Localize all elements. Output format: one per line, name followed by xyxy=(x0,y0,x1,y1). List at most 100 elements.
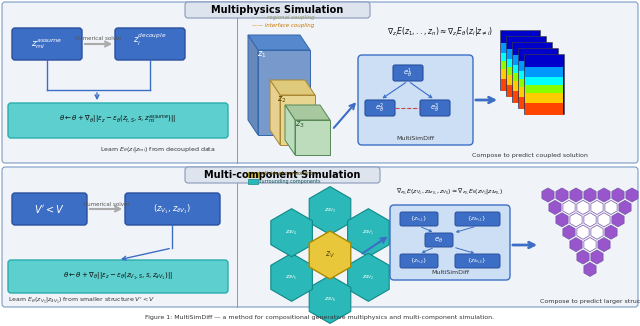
Polygon shape xyxy=(248,35,258,135)
Bar xyxy=(501,43,539,53)
Text: $z_V$: $z_V$ xyxy=(325,250,335,260)
Bar xyxy=(519,87,557,97)
Polygon shape xyxy=(556,188,568,202)
Text: $\{z_{\partial v_{i,0}}\}$: $\{z_{\partial v_{i,0}}\}$ xyxy=(467,257,487,265)
FancyBboxPatch shape xyxy=(390,205,510,280)
FancyBboxPatch shape xyxy=(12,193,87,225)
Bar xyxy=(524,54,564,114)
Text: $\nabla_{z_{V_1}} E(z_{V_1}, z_{\partial z_{V_1}}, z_{V_0}) \approx \nabla_{z_{V: $\nabla_{z_{V_1}} E(z_{V_1}, z_{\partial… xyxy=(396,186,504,198)
Polygon shape xyxy=(295,120,330,155)
Polygon shape xyxy=(598,238,610,252)
Text: $z_3$: $z_3$ xyxy=(295,120,305,130)
Bar xyxy=(248,172,258,177)
Text: MultiSimDiff: MultiSimDiff xyxy=(396,136,434,141)
Text: $z_{\partial V_2}$: $z_{\partial V_2}$ xyxy=(362,273,374,282)
Bar xyxy=(501,53,539,61)
Polygon shape xyxy=(577,250,589,264)
Polygon shape xyxy=(258,50,310,135)
Polygon shape xyxy=(285,105,330,120)
Text: $e_\theta^3$: $e_\theta^3$ xyxy=(430,101,440,115)
Text: $\nabla_{z_i} E(z_1,..,z_n) \approx \nabla_{z_i} E_\theta(z_i|z_{\neq i})$: $\nabla_{z_i} E(z_1,..,z_n) \approx \nab… xyxy=(387,25,493,39)
Text: Numerical solver: Numerical solver xyxy=(75,37,122,41)
FancyBboxPatch shape xyxy=(115,28,185,60)
FancyBboxPatch shape xyxy=(8,260,228,293)
FancyBboxPatch shape xyxy=(455,254,500,268)
Text: $z_1$: $z_1$ xyxy=(257,50,267,60)
Polygon shape xyxy=(271,253,312,301)
Polygon shape xyxy=(584,188,596,202)
FancyBboxPatch shape xyxy=(2,167,638,307)
Bar xyxy=(525,67,563,77)
FancyBboxPatch shape xyxy=(400,212,438,226)
Polygon shape xyxy=(584,238,596,252)
Bar xyxy=(518,48,558,108)
Text: $z_{\partial V_6}$: $z_{\partial V_6}$ xyxy=(324,295,336,304)
Bar xyxy=(525,103,563,115)
Bar xyxy=(513,55,551,65)
Polygon shape xyxy=(309,275,351,323)
Bar xyxy=(519,97,557,109)
Text: Multiphysics Simulation: Multiphysics Simulation xyxy=(211,5,343,15)
Bar xyxy=(525,93,563,103)
Bar xyxy=(513,65,551,73)
Bar xyxy=(507,49,545,59)
FancyBboxPatch shape xyxy=(393,65,423,81)
Text: $z_{mi}^{assume}$: $z_{mi}^{assume}$ xyxy=(31,37,63,51)
Bar xyxy=(506,36,546,96)
Polygon shape xyxy=(348,253,389,301)
FancyBboxPatch shape xyxy=(365,100,395,116)
Bar xyxy=(513,81,551,91)
Text: Numerical solver: Numerical solver xyxy=(83,201,129,206)
Text: $z_{\partial V_3}$: $z_{\partial V_3}$ xyxy=(324,206,336,215)
Text: $\{z_{v_{i,0}}\}$: $\{z_{v_{i,0}}\}$ xyxy=(410,257,428,265)
Bar xyxy=(519,49,557,61)
FancyBboxPatch shape xyxy=(8,103,228,138)
Polygon shape xyxy=(556,213,568,227)
Text: surrounding components: surrounding components xyxy=(259,179,321,184)
FancyBboxPatch shape xyxy=(455,212,500,226)
Bar xyxy=(507,59,545,67)
FancyBboxPatch shape xyxy=(358,55,473,145)
Text: Figure 1: MultiSimDiff — a method for compositional generative multiphysics and : Figure 1: MultiSimDiff — a method for co… xyxy=(145,316,495,320)
Bar xyxy=(512,42,552,102)
Polygon shape xyxy=(591,250,603,264)
FancyBboxPatch shape xyxy=(425,233,453,247)
Bar xyxy=(507,85,545,97)
Bar xyxy=(501,31,539,43)
Polygon shape xyxy=(584,213,596,227)
Bar xyxy=(513,91,551,103)
Bar xyxy=(501,69,539,79)
Bar xyxy=(500,30,540,90)
Text: Multi-component Simulation: Multi-component Simulation xyxy=(204,170,360,180)
Polygon shape xyxy=(591,225,603,239)
Polygon shape xyxy=(563,200,575,215)
FancyBboxPatch shape xyxy=(400,254,438,268)
Text: Learn $E_\theta(z_{V_1}|z_{\partial V_1})$ from smaller structure $V' < V$: Learn $E_\theta(z_{V_1}|z_{\partial V_1}… xyxy=(8,295,155,305)
Text: - - - - regional coupling: - - - - regional coupling xyxy=(252,16,314,21)
Polygon shape xyxy=(570,213,582,227)
FancyBboxPatch shape xyxy=(185,167,380,183)
Polygon shape xyxy=(549,200,561,215)
Bar xyxy=(519,71,557,79)
Bar xyxy=(525,77,563,85)
Text: $\{z_{v_{i,1}}\}$: $\{z_{v_{i,1}}\}$ xyxy=(410,215,428,224)
FancyBboxPatch shape xyxy=(420,100,450,116)
Polygon shape xyxy=(577,225,589,239)
Bar xyxy=(248,179,258,184)
Polygon shape xyxy=(348,209,389,257)
Polygon shape xyxy=(309,186,351,235)
FancyBboxPatch shape xyxy=(12,28,82,60)
Text: $z_i^{decouple}$: $z_i^{decouple}$ xyxy=(133,32,166,48)
Bar xyxy=(513,73,551,81)
Text: $\theta \leftarrow \theta + \nabla_\theta||\epsilon_z - \epsilon_\theta(z_{V_1,S: $\theta \leftarrow \theta + \nabla_\thet… xyxy=(63,271,173,282)
FancyBboxPatch shape xyxy=(125,193,220,225)
Bar xyxy=(501,61,539,69)
FancyBboxPatch shape xyxy=(2,2,638,163)
Polygon shape xyxy=(570,188,582,202)
Polygon shape xyxy=(598,188,610,202)
Polygon shape xyxy=(584,262,596,276)
Text: $e_\theta^1$: $e_\theta^1$ xyxy=(403,67,413,80)
Text: $z_2$: $z_2$ xyxy=(277,95,287,105)
Text: $\theta \leftarrow \theta + \nabla_\theta||\epsilon_z - \epsilon_\theta(z_{t,S},: $\theta \leftarrow \theta + \nabla_\thet… xyxy=(60,114,177,126)
Polygon shape xyxy=(248,35,310,50)
